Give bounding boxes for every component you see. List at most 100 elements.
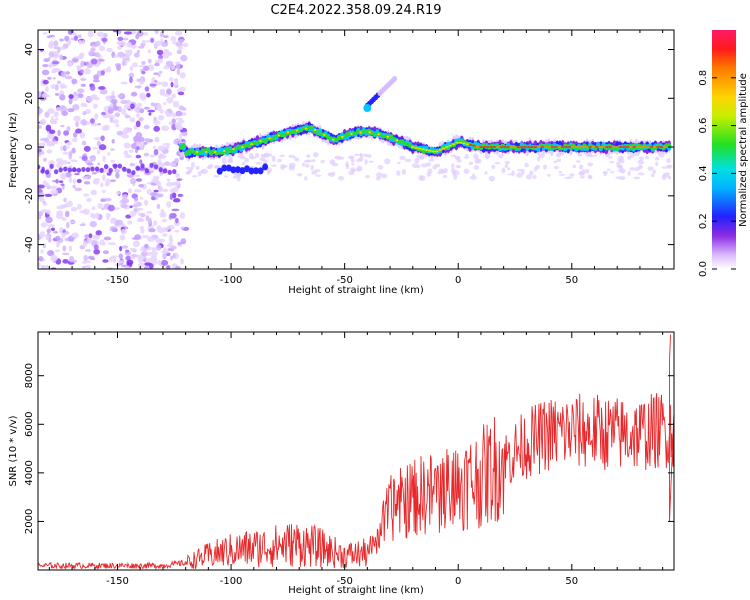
spectrogram-noise-cell bbox=[166, 178, 171, 182]
spectrogram-noise-cell bbox=[127, 220, 133, 225]
spectrogram-haze-cell bbox=[368, 160, 374, 163]
spectrogram-x-label: Height of straight line (km) bbox=[288, 285, 424, 296]
spectrogram-noise-cell bbox=[102, 250, 109, 255]
spectrogram-ridge-cell bbox=[560, 146, 565, 151]
spectrogram-noise-cell bbox=[142, 32, 149, 36]
spectrogram-noise-cell bbox=[117, 36, 124, 41]
spectrogram-noise-cell bbox=[39, 231, 46, 238]
spectrogram-noise-cell bbox=[153, 120, 161, 125]
spectrogram-core-cell bbox=[523, 146, 528, 148]
spectrogram-haze-cell bbox=[609, 160, 615, 164]
spectrogram-haze-cell bbox=[647, 166, 654, 171]
spectrogram-noise-cell bbox=[107, 152, 111, 156]
spectrogram-core-cell bbox=[622, 146, 626, 148]
spectrogram-haze-cell bbox=[464, 153, 469, 157]
spectrogram-haze-cell bbox=[529, 170, 534, 176]
spectrogram-haze-cell bbox=[213, 165, 221, 169]
spectrogram-noise-cell bbox=[38, 215, 42, 220]
spectrogram-noise-cell bbox=[90, 58, 98, 65]
spectrogram-core-cell bbox=[417, 147, 422, 150]
spectrogram-noise-cell bbox=[143, 65, 150, 72]
spectrogram-noise-cell bbox=[101, 125, 109, 131]
spectrogram-haze-cell bbox=[244, 157, 250, 163]
spectrogram-core-cell bbox=[386, 135, 390, 138]
spectrogram-noise-cell bbox=[43, 202, 48, 206]
spectrogram-haze-cell bbox=[348, 155, 355, 159]
spectrogram-noise-cell bbox=[64, 210, 70, 218]
spectrogram-noise-cell bbox=[83, 254, 88, 262]
spectrogram-noise-cell bbox=[84, 234, 90, 238]
spectrogram-noise-cell bbox=[178, 86, 187, 92]
spectrogram-noise-cell bbox=[143, 152, 150, 157]
spectrogram-haze-cell bbox=[306, 154, 311, 158]
spectrogram-noise-cell bbox=[176, 68, 181, 76]
spectrogram-noise-cell bbox=[113, 105, 119, 111]
spectrogram-haze-cell bbox=[337, 156, 344, 160]
spectrogram-noise-cell bbox=[144, 243, 149, 249]
spectrogram-noise-cell bbox=[157, 114, 165, 121]
spectrogram-haze-cell bbox=[666, 164, 673, 168]
spectrogram-haze-cell bbox=[473, 164, 480, 171]
spectrogram-noise-cell bbox=[165, 110, 170, 118]
spectrogram-noise-cell bbox=[69, 150, 73, 156]
spectrogram-noise-cell bbox=[111, 90, 115, 97]
spectrogram-noise-cell bbox=[38, 211, 44, 217]
spectrogram-noise-cell bbox=[72, 58, 79, 63]
spectrogram-core-cell bbox=[222, 149, 226, 152]
spectrogram-ridge-cell bbox=[225, 164, 232, 172]
spectrogram-ridge-cell bbox=[248, 167, 255, 175]
spectrogram-noise-cell bbox=[138, 207, 144, 211]
spectrogram-noise-cell bbox=[133, 52, 140, 58]
spectrogram-ridge-cell bbox=[399, 139, 405, 143]
spectrogram-haze-cell bbox=[427, 168, 433, 174]
spectrogram-noise-cell bbox=[60, 70, 67, 78]
spectrogram-core-cell bbox=[639, 146, 643, 148]
spectrogram-ridge-cell bbox=[103, 164, 109, 170]
snr-y-tick-label: 8000 bbox=[24, 363, 35, 388]
spectrogram-noise-cell bbox=[146, 211, 153, 214]
spectrogram-haze-cell bbox=[277, 158, 282, 163]
spectrogram-ridge-cell bbox=[500, 143, 505, 147]
spectrogram-noise-cell bbox=[141, 60, 146, 65]
spectrogram-x-tick-label: -100 bbox=[220, 275, 243, 286]
spectrogram-noise-cell bbox=[120, 108, 127, 115]
spectrogram-noise-cell bbox=[160, 209, 165, 213]
spectrogram-noise-cell bbox=[166, 96, 174, 104]
spectrogram-noise-cell bbox=[107, 242, 116, 246]
spectrogram-noise-cell bbox=[169, 212, 177, 219]
spectrogram-noise-cell bbox=[166, 265, 171, 269]
spectrogram-noise-cell bbox=[91, 206, 96, 211]
spectrogram-haze-cell bbox=[455, 156, 461, 162]
spectrogram-noise-cell bbox=[79, 132, 86, 139]
spectrogram-haze-cell bbox=[567, 176, 574, 179]
spectrogram-core-cell bbox=[537, 146, 541, 148]
spectrogram-noise-cell bbox=[138, 141, 144, 149]
spectrogram-noise-cell bbox=[150, 37, 155, 43]
spectrogram-ridge-cell bbox=[140, 163, 145, 169]
spectrogram-noise-cell bbox=[64, 35, 70, 42]
spectrogram-haze-cell bbox=[228, 156, 233, 162]
spectrogram-noise-cell bbox=[170, 36, 177, 42]
spectrogram-ridge-cell bbox=[243, 165, 250, 173]
spectrogram-noise-cell bbox=[40, 222, 48, 228]
spectrogram-haze-cell bbox=[575, 160, 581, 163]
spectrogram-haze-cell bbox=[637, 159, 645, 165]
colorbar-gradient bbox=[712, 30, 736, 269]
spectrogram-noise-cell bbox=[102, 241, 106, 246]
spectrogram-noise-cell bbox=[157, 158, 162, 166]
spectrogram-noise-cell bbox=[171, 118, 176, 124]
spectrogram-noise-cell bbox=[150, 102, 155, 107]
spectrogram-noise-cell bbox=[117, 94, 124, 98]
spectrogram-noise-cell bbox=[81, 261, 88, 264]
spectrogram-haze-cell bbox=[497, 153, 504, 159]
spectrogram-haze-cell bbox=[661, 166, 669, 169]
spectrogram-noise-cell bbox=[73, 35, 78, 41]
spectrogram-noise-cell bbox=[133, 196, 138, 202]
spectrogram-noise-cell bbox=[57, 129, 61, 137]
spectrogram-haze-cell bbox=[200, 169, 205, 174]
spectrogram-ridge-cell bbox=[615, 146, 620, 151]
spectrogram-noise-cell bbox=[169, 255, 174, 261]
spectrogram-noise-cell bbox=[59, 46, 66, 51]
spectrogram-noise-cell bbox=[129, 117, 136, 123]
spectrogram-core-cell bbox=[259, 140, 262, 143]
